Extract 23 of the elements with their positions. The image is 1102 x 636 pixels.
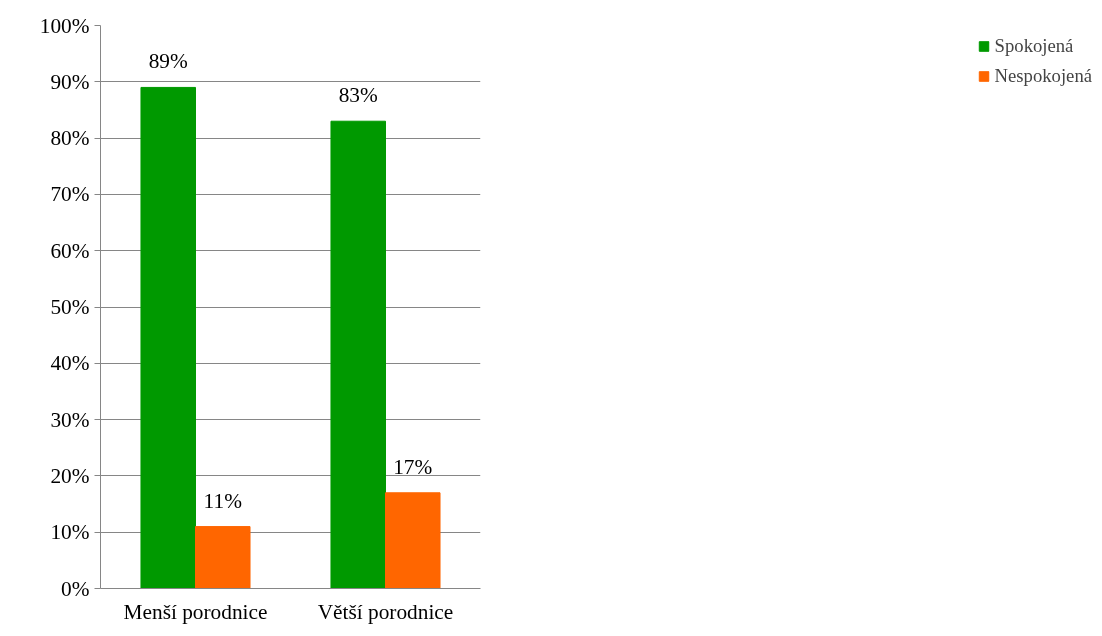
bar (140, 86, 196, 589)
y-tick-label: 30% (50, 407, 90, 432)
y-tick-label: 40% (50, 351, 90, 376)
y-tick-label: 10% (50, 520, 90, 545)
y-tick-label: 90% (50, 69, 90, 94)
y-tick-label: 60% (50, 238, 90, 263)
y-tick-label: 50% (50, 295, 90, 319)
y-tick-label: 100% (39, 13, 90, 38)
bar (385, 492, 441, 589)
data-label: 89% (148, 49, 189, 74)
y-tick-label: 80% (50, 126, 90, 151)
y-tick-label: 0% (61, 576, 90, 601)
bar (195, 526, 251, 589)
x-tick-label: Větší porodnice (317, 599, 454, 624)
legend-label: Spokojená (994, 35, 1074, 57)
x-tick-label: Menší porodnice (123, 599, 268, 624)
y-tick-label: 20% (50, 463, 90, 488)
data-label: 11% (203, 488, 243, 513)
y-tick-label: 70% (50, 182, 90, 207)
data-label: 83% (338, 83, 379, 108)
legend-label: Nespokojená (994, 65, 1092, 87)
bar (330, 120, 386, 589)
data-label: 17% (393, 454, 433, 479)
